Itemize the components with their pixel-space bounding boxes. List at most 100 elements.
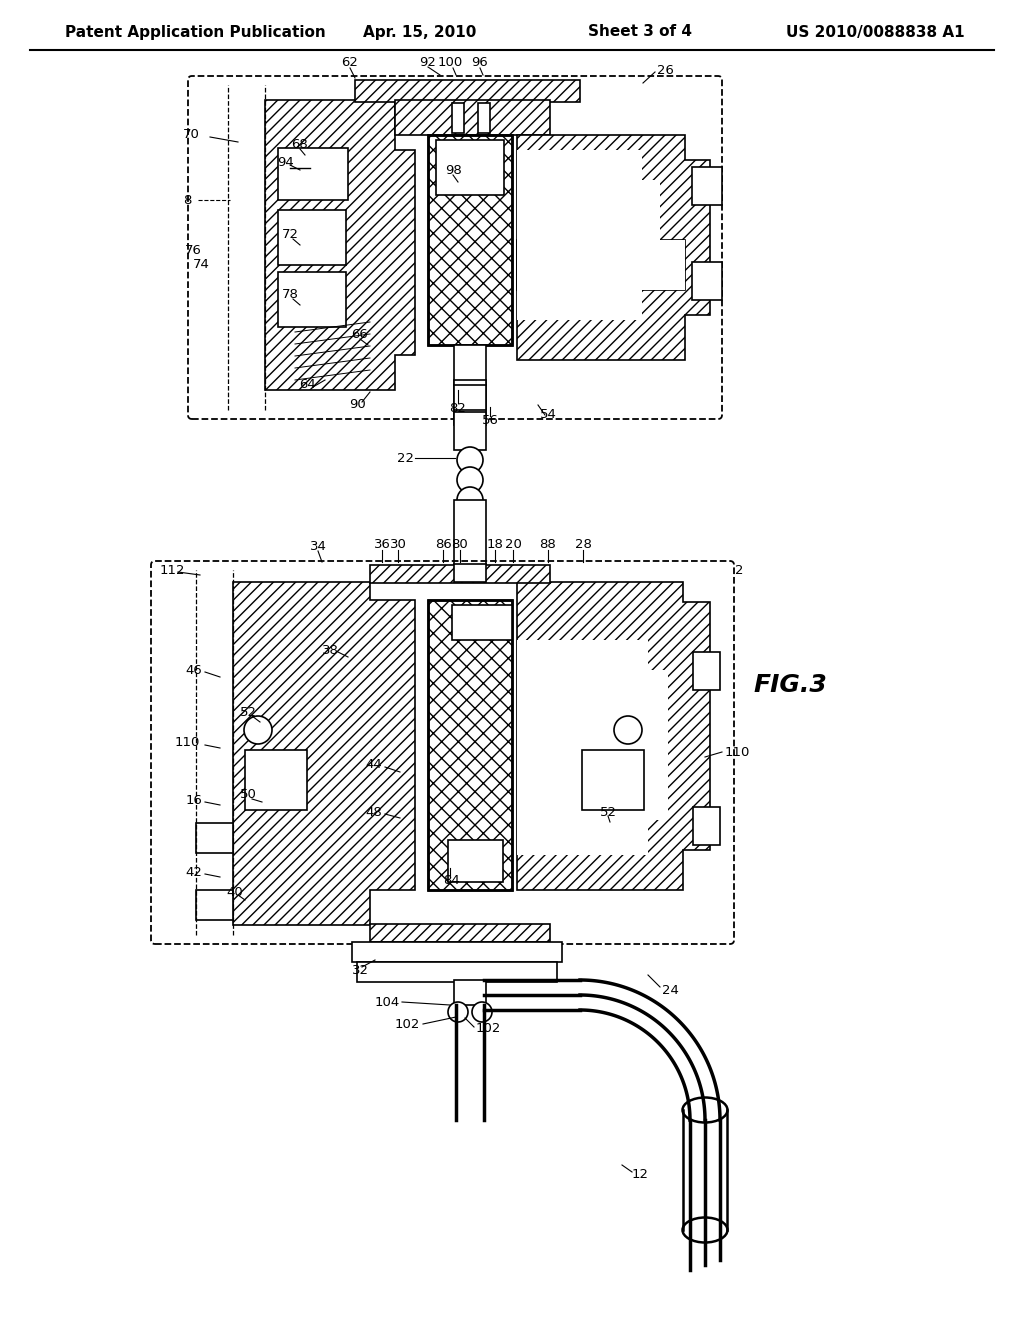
Bar xyxy=(370,565,550,583)
Text: 20: 20 xyxy=(505,539,521,552)
Text: Patent Application Publication: Patent Application Publication xyxy=(65,25,326,40)
Bar xyxy=(517,240,685,290)
Text: 40: 40 xyxy=(226,886,244,899)
Text: 44: 44 xyxy=(366,759,382,771)
Bar xyxy=(449,840,503,882)
Bar xyxy=(436,140,504,195)
Text: 72: 72 xyxy=(282,228,299,242)
Circle shape xyxy=(614,715,642,744)
Ellipse shape xyxy=(683,1097,727,1122)
Bar xyxy=(395,100,550,135)
Ellipse shape xyxy=(683,1217,727,1242)
Text: 48: 48 xyxy=(366,805,382,818)
Text: 64: 64 xyxy=(300,379,316,392)
Bar xyxy=(352,942,562,962)
Text: Apr. 15, 2010: Apr. 15, 2010 xyxy=(364,25,477,40)
Text: 100: 100 xyxy=(437,55,463,69)
Bar xyxy=(370,924,550,942)
Text: 46: 46 xyxy=(185,664,202,676)
Bar xyxy=(196,890,233,920)
Text: 26: 26 xyxy=(656,63,674,77)
Text: 78: 78 xyxy=(282,289,298,301)
Bar xyxy=(278,210,346,265)
Bar xyxy=(693,807,720,845)
Polygon shape xyxy=(517,150,660,319)
Bar xyxy=(692,168,722,205)
Circle shape xyxy=(472,1002,492,1022)
Text: 2: 2 xyxy=(735,564,743,577)
Bar xyxy=(582,750,644,810)
Text: 96: 96 xyxy=(472,55,488,69)
Text: 24: 24 xyxy=(662,983,679,997)
Text: 98: 98 xyxy=(444,164,462,177)
Bar xyxy=(395,100,550,135)
Bar xyxy=(428,601,512,890)
Bar xyxy=(428,601,512,890)
Bar xyxy=(278,272,346,327)
Text: 74: 74 xyxy=(194,259,210,272)
Text: 112: 112 xyxy=(160,564,185,577)
Text: 110: 110 xyxy=(725,746,751,759)
Text: 70: 70 xyxy=(183,128,200,141)
Circle shape xyxy=(457,467,483,492)
Bar xyxy=(428,135,512,345)
Bar xyxy=(478,103,490,133)
Bar xyxy=(454,345,486,385)
Text: 36: 36 xyxy=(374,539,390,552)
Text: 62: 62 xyxy=(342,55,358,69)
Text: 32: 32 xyxy=(351,964,369,977)
Circle shape xyxy=(457,487,483,513)
Bar xyxy=(278,148,348,201)
Text: FIG.3: FIG.3 xyxy=(753,673,826,697)
Polygon shape xyxy=(233,582,415,925)
Text: 66: 66 xyxy=(351,329,369,342)
Text: 84: 84 xyxy=(443,874,461,887)
Text: Sheet 3 of 4: Sheet 3 of 4 xyxy=(588,25,692,40)
Text: 50: 50 xyxy=(240,788,256,801)
Bar xyxy=(454,979,486,1005)
Text: 12: 12 xyxy=(632,1168,648,1181)
Text: US 2010/0088838 A1: US 2010/0088838 A1 xyxy=(785,25,965,40)
Bar xyxy=(452,605,512,640)
Text: 38: 38 xyxy=(322,644,339,656)
Text: 28: 28 xyxy=(574,539,592,552)
Text: 54: 54 xyxy=(540,408,556,421)
Bar xyxy=(693,652,720,690)
Text: 86: 86 xyxy=(434,539,452,552)
Text: 88: 88 xyxy=(540,539,556,552)
Circle shape xyxy=(449,1002,468,1022)
Bar xyxy=(454,564,486,582)
Text: 76: 76 xyxy=(185,243,202,256)
Bar xyxy=(370,565,550,583)
Circle shape xyxy=(457,447,483,473)
Text: 30: 30 xyxy=(389,539,407,552)
Text: 56: 56 xyxy=(481,413,499,426)
Text: 80: 80 xyxy=(452,539,468,552)
Bar xyxy=(355,81,580,102)
Bar xyxy=(355,81,580,102)
Text: 52: 52 xyxy=(240,705,256,718)
Bar xyxy=(452,103,464,133)
Bar xyxy=(454,380,486,425)
Text: 90: 90 xyxy=(349,399,367,412)
Text: 94: 94 xyxy=(276,156,293,169)
Text: 82: 82 xyxy=(450,401,467,414)
Bar xyxy=(454,500,486,570)
Text: 92: 92 xyxy=(420,55,436,69)
Polygon shape xyxy=(265,100,415,389)
Polygon shape xyxy=(517,135,710,360)
Bar xyxy=(245,750,307,810)
Text: 102: 102 xyxy=(476,1023,502,1035)
Bar xyxy=(692,261,722,300)
Text: 68: 68 xyxy=(292,139,308,152)
Bar xyxy=(454,385,486,411)
Text: 110: 110 xyxy=(175,735,200,748)
Polygon shape xyxy=(517,640,668,855)
Bar xyxy=(370,924,550,942)
Text: 18: 18 xyxy=(486,539,504,552)
Text: 102: 102 xyxy=(394,1018,420,1031)
Polygon shape xyxy=(517,582,710,890)
Text: 42: 42 xyxy=(185,866,202,879)
Bar xyxy=(454,412,486,450)
Bar xyxy=(357,962,557,982)
